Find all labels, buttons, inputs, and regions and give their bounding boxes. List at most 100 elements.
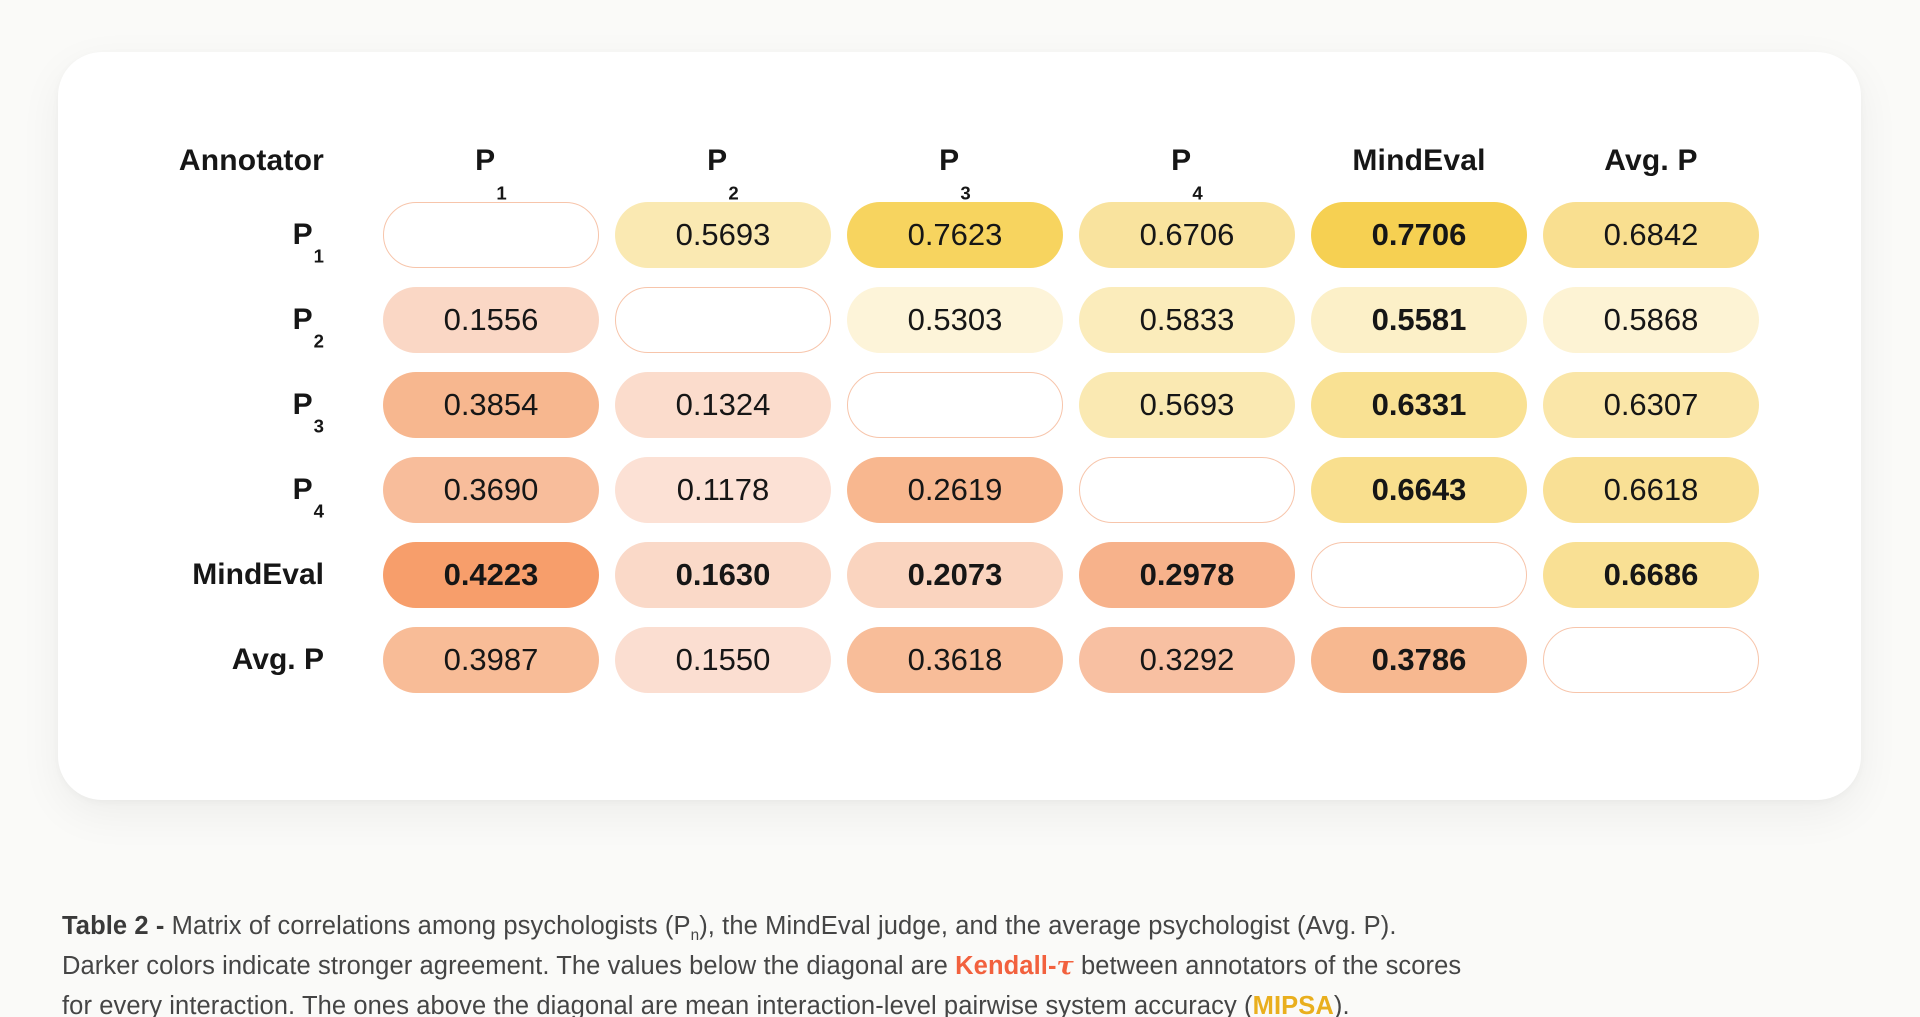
- label-subscript: 2: [728, 182, 739, 204]
- cell-slot-p2-p1: 0.1556: [375, 277, 607, 362]
- row-label-avgp: Avg. P: [58, 617, 375, 702]
- cell-p2-mindeval: 0.5581: [1311, 286, 1527, 353]
- label-subscript: 3: [960, 182, 971, 204]
- cell-mindeval-p4: 0.2978: [1079, 541, 1295, 608]
- cell-slot-avgp-mindeval: 0.3786: [1303, 617, 1535, 702]
- cell-slot-p4-mindeval: 0.6643: [1303, 447, 1535, 532]
- cell-mindeval-p3: 0.2073: [847, 541, 1063, 608]
- column-header-avgp: Avg. P: [1535, 107, 1767, 214]
- caption-text: Matrix of correlations among psychologis…: [171, 912, 691, 940]
- cell-slot-p4-p3: 0.2619: [839, 447, 1071, 532]
- cell-p3-p1: 0.3854: [383, 371, 599, 438]
- cell-p4-p2: 0.1178: [615, 456, 831, 523]
- caption-line-2: Darker colors indicate stronger agreemen…: [62, 946, 1461, 986]
- cell-p3-avgp: 0.6307: [1543, 371, 1759, 438]
- caption-tau-symbol: τ: [1056, 951, 1074, 981]
- cell-p4-avgp: 0.6618: [1543, 456, 1759, 523]
- label-text: P: [292, 217, 313, 251]
- cell-slot-mindeval-p1: 0.4223: [375, 532, 607, 617]
- column-header-mindeval: MindEval: [1303, 107, 1535, 214]
- cell-slot-avgp-p3: 0.3618: [839, 617, 1071, 702]
- cell-p1-p1-diagonal: [383, 201, 599, 268]
- caption-line-3: for every interaction. The ones above th…: [62, 986, 1461, 1017]
- cell-p1-p2: 0.5693: [615, 201, 831, 268]
- label-subscript: 3: [313, 415, 324, 437]
- cell-slot-p1-p3: 0.7623: [839, 192, 1071, 277]
- cell-mindeval-mindeval-diagonal: [1311, 541, 1527, 608]
- label-text: Avg. P: [1604, 143, 1698, 177]
- caption-subscript-n: n: [690, 927, 700, 945]
- cell-p2-p2-diagonal: [615, 286, 831, 353]
- label-text: P: [1171, 143, 1192, 177]
- cell-slot-p1-p2: 0.5693: [607, 192, 839, 277]
- cell-p2-p3: 0.5303: [847, 286, 1063, 353]
- cell-p4-p1: 0.3690: [383, 456, 599, 523]
- cell-slot-p2-avgp: 0.5868: [1535, 277, 1767, 362]
- cell-p3-p3-diagonal: [847, 371, 1063, 438]
- cell-mindeval-p2: 0.1630: [615, 541, 831, 608]
- cell-p1-p4: 0.6706: [1079, 201, 1295, 268]
- cell-slot-p4-avgp: 0.6618: [1535, 447, 1767, 532]
- cell-slot-p3-avgp: 0.6307: [1535, 362, 1767, 447]
- cell-slot-p3-p1: 0.3854: [375, 362, 607, 447]
- cell-slot-p4-p2: 0.1178: [607, 447, 839, 532]
- cell-p3-mindeval: 0.6331: [1311, 371, 1527, 438]
- cell-slot-mindeval-p2: 0.1630: [607, 532, 839, 617]
- cell-avgp-p1: 0.3987: [383, 626, 599, 693]
- table-caption: Table 2 - Matrix of correlations among p…: [62, 906, 1461, 1017]
- cell-slot-p1-p1: [375, 192, 607, 277]
- cell-slot-p3-p4: 0.5693: [1071, 362, 1303, 447]
- label-text: P: [939, 143, 960, 177]
- cell-slot-p3-mindeval: 0.6331: [1303, 362, 1535, 447]
- cell-avgp-p4: 0.3292: [1079, 626, 1295, 693]
- cell-slot-p3-p2: 0.1324: [607, 362, 839, 447]
- label-subscript: 1: [313, 245, 324, 267]
- cell-p1-avgp: 0.6842: [1543, 201, 1759, 268]
- cell-slot-p2-p2: [607, 277, 839, 362]
- cell-slot-p2-mindeval: 0.5581: [1303, 277, 1535, 362]
- cell-slot-p1-mindeval: 0.7706: [1303, 192, 1535, 277]
- label-text: P: [292, 302, 313, 336]
- cell-avgp-p2: 0.1550: [615, 626, 831, 693]
- correlation-matrix-grid: Annotator P 1 P 2 P 3 P 4 MindEval Avg. P P 1 0.5693…: [58, 52, 1861, 702]
- cell-slot-p1-avgp: 0.6842: [1535, 192, 1767, 277]
- cell-p4-p4-diagonal: [1079, 456, 1295, 523]
- cell-avgp-p3: 0.3618: [847, 626, 1063, 693]
- cell-mindeval-p1: 0.4223: [383, 541, 599, 608]
- label-subscript: 4: [1192, 182, 1203, 204]
- label-text: MindEval: [192, 557, 324, 591]
- label-text: P: [707, 143, 728, 177]
- cell-slot-avgp-p1: 0.3987: [375, 617, 607, 702]
- caption-line-1: Table 2 - Matrix of correlations among p…: [62, 906, 1461, 946]
- label-subscript: 4: [313, 500, 324, 522]
- label-text: P: [292, 387, 313, 421]
- caption-mipsa-label: MIPSA: [1252, 992, 1334, 1017]
- caption-text: for every interaction. The ones above th…: [62, 992, 1253, 1017]
- caption-kendall-label: Kendall-: [955, 952, 1057, 980]
- caption-table-number: Table 2 -: [62, 912, 172, 940]
- cell-slot-p4-p1: 0.3690: [375, 447, 607, 532]
- cell-slot-mindeval-p4: 0.2978: [1071, 532, 1303, 617]
- cell-slot-p3-p3: [839, 362, 1071, 447]
- cell-p1-mindeval: 0.7706: [1311, 201, 1527, 268]
- cell-avgp-mindeval: 0.3786: [1311, 626, 1527, 693]
- cell-slot-avgp-p2: 0.1550: [607, 617, 839, 702]
- cell-p3-p4: 0.5693: [1079, 371, 1295, 438]
- label-text: MindEval: [1352, 143, 1486, 177]
- column-header-annotator: Annotator: [178, 143, 324, 177]
- cell-slot-p4-p4: [1071, 447, 1303, 532]
- cell-slot-mindeval-mindeval: [1303, 532, 1535, 617]
- correlation-matrix-card: Annotator P 1 P 2 P 3 P 4 MindEval Avg. P P 1 0.5693…: [58, 52, 1861, 800]
- cell-p2-avgp: 0.5868: [1543, 286, 1759, 353]
- cell-p2-p1: 0.1556: [383, 286, 599, 353]
- label-text: P: [292, 472, 313, 506]
- label-subscript: 2: [313, 330, 324, 352]
